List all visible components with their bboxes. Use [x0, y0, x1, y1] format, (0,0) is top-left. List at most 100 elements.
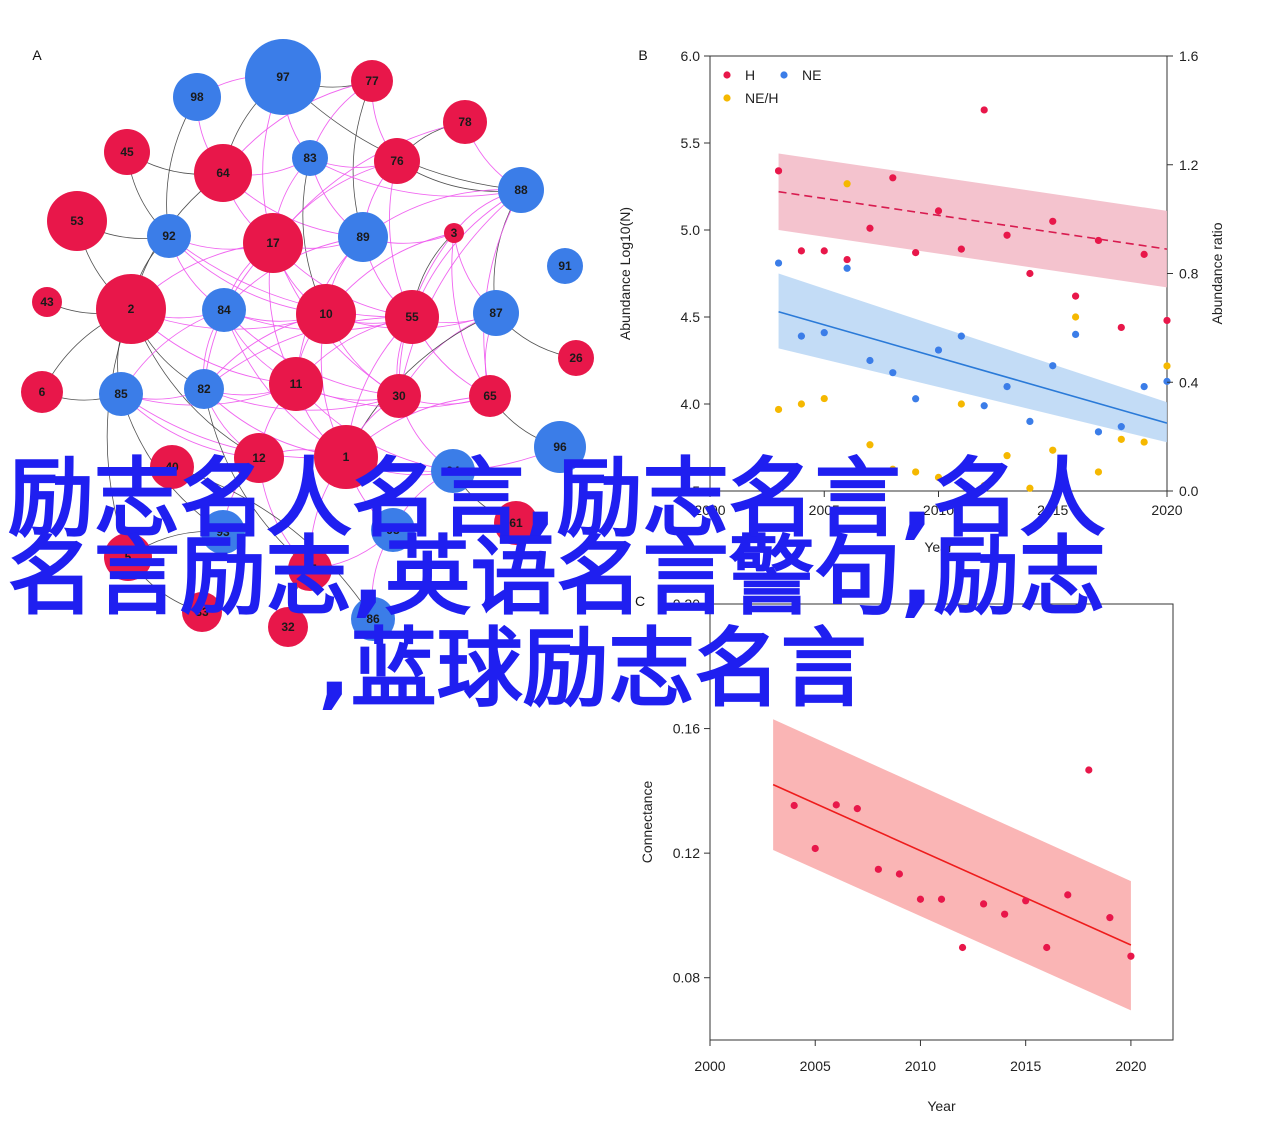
- node-96-label: 96: [553, 440, 567, 454]
- panel-b-series-2: [774, 180, 1171, 492]
- node-83-label: 83: [303, 151, 317, 165]
- panel-b-point-0-5: [889, 174, 897, 182]
- panel-b-point-0-15: [1117, 323, 1125, 332]
- node-88: 88: [498, 167, 544, 213]
- panel-b-point-2-17: [1163, 362, 1171, 370]
- node-87-label: 87: [489, 306, 503, 320]
- node-53: 53: [47, 191, 107, 251]
- edge-55-82: [203, 316, 413, 390]
- node-97-label: 97: [276, 70, 290, 84]
- node-33-circle: [182, 592, 222, 632]
- panel-b-point-1-14: [1094, 428, 1103, 436]
- panel-b-ytick-label-3: 5.0: [681, 222, 701, 238]
- panel-b-legend-marker-0: [723, 71, 731, 79]
- node-84-circle: [202, 288, 246, 332]
- panel-b-point-2-15: [1117, 435, 1125, 443]
- node-17-label: 17: [266, 236, 280, 250]
- panel-b-xtick-label-0: 2000: [694, 502, 725, 518]
- node-93-label: 93: [216, 525, 230, 539]
- panel-c-point-11: [1022, 897, 1030, 905]
- panel-c-point-0: [790, 801, 798, 810]
- node-55-circle: [385, 290, 439, 344]
- panel-b-series-1: [774, 259, 1171, 436]
- node-96-circle: [534, 421, 586, 473]
- panel-c-ytick-label-0: 0.08: [673, 970, 700, 986]
- node-1: 1: [314, 425, 378, 489]
- panel-b-point-0-9: [980, 106, 988, 114]
- node-83-circle: [292, 140, 328, 176]
- panel-b-point-2-5: [889, 465, 897, 473]
- panel-b-xlabel: Year: [924, 539, 953, 555]
- node-86-circle: [351, 597, 395, 641]
- node-40-label: 40: [165, 460, 179, 474]
- panel-b-legend-label-0: H: [745, 67, 755, 83]
- panel-c-frame: [709, 603, 1174, 1041]
- node-92-label: 92: [162, 229, 176, 243]
- node-2-label: 2: [128, 302, 135, 316]
- panel-b-y2tick-label-4: 1.6: [1179, 48, 1199, 64]
- node-32: 32: [268, 607, 308, 647]
- node-96: 96: [534, 421, 586, 473]
- panel-c-point-3: [853, 805, 861, 813]
- node-93: 93: [201, 510, 245, 554]
- panel-b-point-1-5: [889, 369, 897, 377]
- node-61-circle: [494, 501, 538, 545]
- node-65-label: 65: [483, 389, 497, 403]
- network-nodes: 97 77 98 78 45 83 64 76 88 53 92 17 89 3 91 43 2 84 10 55 87…: [21, 39, 594, 647]
- node-98-circle: [173, 73, 221, 121]
- panel-b-point-2-12: [1049, 446, 1057, 454]
- node-2-circle: [96, 274, 166, 344]
- panel-b-point-1-12: [1049, 362, 1057, 370]
- node-6: 6: [21, 371, 63, 413]
- panel-b-legend-label-2: NE/H: [745, 90, 778, 106]
- panel-b-y2label: Abundance ratio: [1209, 222, 1225, 324]
- node-85-label: 85: [114, 387, 128, 401]
- panel-b-point-1-8: [957, 332, 965, 340]
- node-43-label: 43: [40, 295, 54, 309]
- panel-b-point-0-17: [1163, 316, 1171, 325]
- panel-c-point-16: [1127, 952, 1135, 960]
- node-85-circle: [99, 372, 143, 416]
- node-86-label: 86: [366, 612, 380, 626]
- node-84-label: 84: [217, 303, 231, 317]
- node-61-label: 61: [509, 516, 523, 530]
- node-10-circle: [296, 284, 356, 344]
- node-91: 91: [547, 248, 583, 284]
- node-43: 43: [32, 287, 62, 317]
- panel-b-point-0-2: [820, 247, 828, 255]
- node-6-label: 6: [39, 385, 46, 399]
- panel-b-ytick-label-4: 5.5: [681, 135, 701, 151]
- panel-b-point-1-4: [866, 356, 874, 365]
- panel-b-point-2-4: [866, 441, 874, 449]
- node-11-circle: [269, 357, 323, 411]
- node-85: 85: [99, 372, 143, 416]
- panel-c-point-1: [811, 844, 819, 853]
- node-94-circle: [431, 449, 475, 493]
- panel-b-point-2-7: [934, 473, 943, 482]
- node-91-label: 91: [558, 259, 572, 273]
- node-95-circle: [371, 508, 415, 552]
- panel-b-point-2-14: [1094, 468, 1103, 476]
- panel-b-point-1-9: [980, 402, 988, 410]
- node-76: 76: [374, 138, 420, 184]
- node-3: 3: [444, 223, 464, 243]
- node-26-label: 26: [569, 351, 583, 365]
- node-88-circle: [498, 167, 544, 213]
- edge-88-30: [398, 189, 522, 397]
- panel-c-ytick-label-2: 0.16: [673, 721, 700, 737]
- node-11-label: 11: [290, 377, 303, 391]
- panel-b-letter: B: [638, 47, 647, 63]
- edge-92-55: [168, 235, 413, 318]
- node-94: 94: [431, 449, 475, 493]
- panel-c-fit-line: [772, 783, 1132, 946]
- node-77-label: 77: [365, 74, 379, 88]
- panel-b-point-1-10: [1003, 383, 1011, 391]
- node-61: 61: [494, 501, 538, 545]
- node-87-circle: [473, 290, 519, 336]
- panel-b-point-0-11: [1026, 269, 1034, 278]
- panel-b-xtick-label-4: 2020: [1151, 502, 1182, 518]
- panel-b-point-1-11: [1026, 417, 1034, 425]
- panel-c-ylabel: Connectance: [639, 781, 655, 864]
- panel-b-point-2-9: [980, 481, 988, 490]
